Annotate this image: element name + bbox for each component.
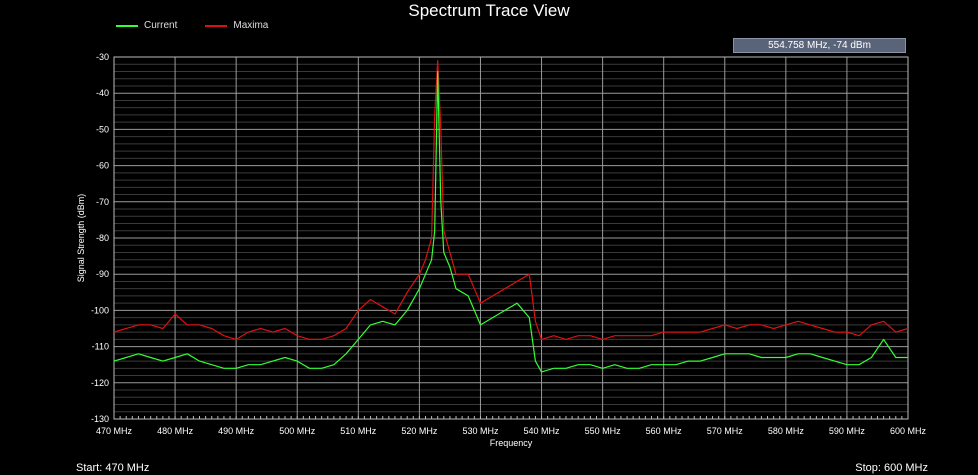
x-tick-label: 570 MHz (707, 426, 744, 436)
legend-item-current[interactable]: Current (116, 20, 177, 31)
cursor-readout: 554.758 MHz, -74 dBm (733, 38, 906, 53)
y-tick-label: -120 (91, 378, 109, 388)
x-tick-label: 510 MHz (340, 426, 377, 436)
x-tick-label: 530 MHz (462, 426, 499, 436)
y-tick-label: -30 (96, 52, 109, 62)
plot-frame (113, 56, 909, 420)
x-tick-label: 540 MHz (524, 426, 561, 436)
legend-label-maxima: Maxima (233, 20, 269, 31)
y-tick-label: -130 (91, 414, 109, 424)
y-tick-label: -100 (91, 305, 109, 315)
legend-item-maxima[interactable]: Maxima (205, 20, 268, 31)
stop-frequency-label: Stop: 600 MHz (855, 462, 928, 474)
y-tick-label: -70 (96, 197, 109, 207)
y-tick-label: -50 (96, 124, 109, 134)
chart-title: Spectrum Trace View (408, 1, 570, 20)
x-tick-label: 580 MHz (768, 426, 805, 436)
legend-swatch-current (116, 24, 138, 27)
y-tick-label: -60 (96, 161, 109, 171)
x-axis-title: Frequency (490, 438, 533, 448)
x-tick-label: 480 MHz (157, 426, 194, 436)
x-tick-label: 470 MHz (96, 426, 133, 436)
x-tick-label: 490 MHz (218, 426, 255, 436)
x-tick-label: 500 MHz (279, 426, 316, 436)
x-tick-label: 550 MHz (585, 426, 622, 436)
start-frequency-label: Start: 470 MHz (76, 462, 150, 474)
y-tick-label: -80 (96, 233, 109, 243)
y-tick-label: -110 (92, 342, 109, 352)
y-axis-title: Signal Strength (dBm) (76, 194, 86, 283)
x-tick-label: 520 MHz (401, 426, 438, 436)
x-tick-label: 560 MHz (646, 426, 683, 436)
legend: Current Maxima (116, 20, 268, 31)
legend-swatch-maxima (205, 24, 228, 27)
y-tick-label: -40 (96, 88, 109, 98)
x-tick-label: 600 MHz (890, 426, 927, 436)
legend-label-current: Current (144, 20, 178, 31)
trace-current (113, 70, 908, 373)
trace-maxima (113, 59, 909, 340)
x-tick-label: 590 MHz (829, 426, 866, 436)
y-tick-label: -90 (96, 269, 109, 279)
